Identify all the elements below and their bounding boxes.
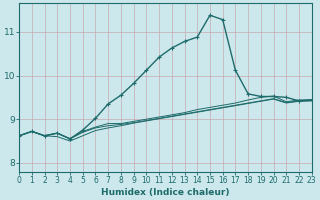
X-axis label: Humidex (Indice chaleur): Humidex (Indice chaleur): [101, 188, 230, 197]
